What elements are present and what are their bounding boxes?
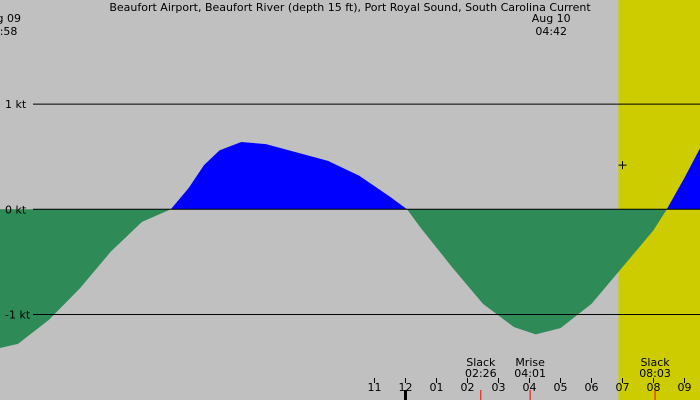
ebb-area-2 — [407, 209, 667, 335]
extreme-date-label: Aug 10 — [532, 12, 571, 25]
hour-tick-label: 09 — [677, 381, 691, 394]
y-tick-label: -1 kt — [5, 308, 31, 321]
hour-tick-label: 08 — [646, 381, 660, 394]
extreme-time-label: 04:42 — [535, 25, 567, 38]
hour-tick-label: 03 — [491, 381, 505, 394]
hour-axis: 1112010203040506070809101112010203040506… — [367, 378, 691, 400]
event-name-label: Slack — [640, 356, 670, 369]
y-tick-label: 0 kt — [5, 203, 27, 216]
hour-tick-label: 06 — [584, 381, 598, 394]
event-name-label: Mrise — [515, 356, 545, 369]
hour-tick-label: 11 — [367, 381, 381, 394]
hour-tick-label: 04 — [522, 381, 536, 394]
y-tick-label: 1 kt — [5, 98, 27, 111]
chart-title: Beaufort Airport, Beaufort River (depth … — [109, 1, 591, 14]
event-time-label: 02:26 — [465, 367, 497, 380]
now-marker — [618, 161, 627, 170]
hour-tick-label: 12 — [398, 381, 412, 394]
ebb-area-0 — [0, 209, 171, 348]
event-time-label: 04:01 — [514, 367, 546, 380]
event-name-label: Slack — [466, 356, 496, 369]
hour-tick-label: 07 — [615, 381, 629, 394]
event-labels: Slack02:26Mrise04:01Slack08:03Slack14:26… — [465, 356, 671, 380]
event-time-label: 08:03 — [639, 367, 671, 380]
flood-area-1 — [170, 142, 407, 210]
hour-tick-label: 01 — [429, 381, 443, 394]
extreme-time-label: 22:58 — [0, 25, 17, 38]
extreme-date-label: Aug 09 — [0, 12, 21, 25]
hour-tick-label: 02 — [460, 381, 474, 394]
gridlines: 1 kt 0 kt -1 kt — [5, 98, 700, 321]
flood-area-3 — [666, 148, 700, 210]
current-areas — [0, 142, 700, 348]
hour-tick-label: 05 — [553, 381, 567, 394]
